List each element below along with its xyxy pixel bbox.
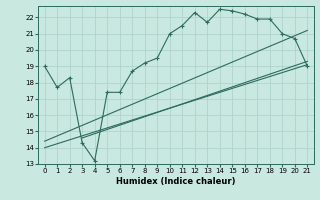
X-axis label: Humidex (Indice chaleur): Humidex (Indice chaleur): [116, 177, 236, 186]
